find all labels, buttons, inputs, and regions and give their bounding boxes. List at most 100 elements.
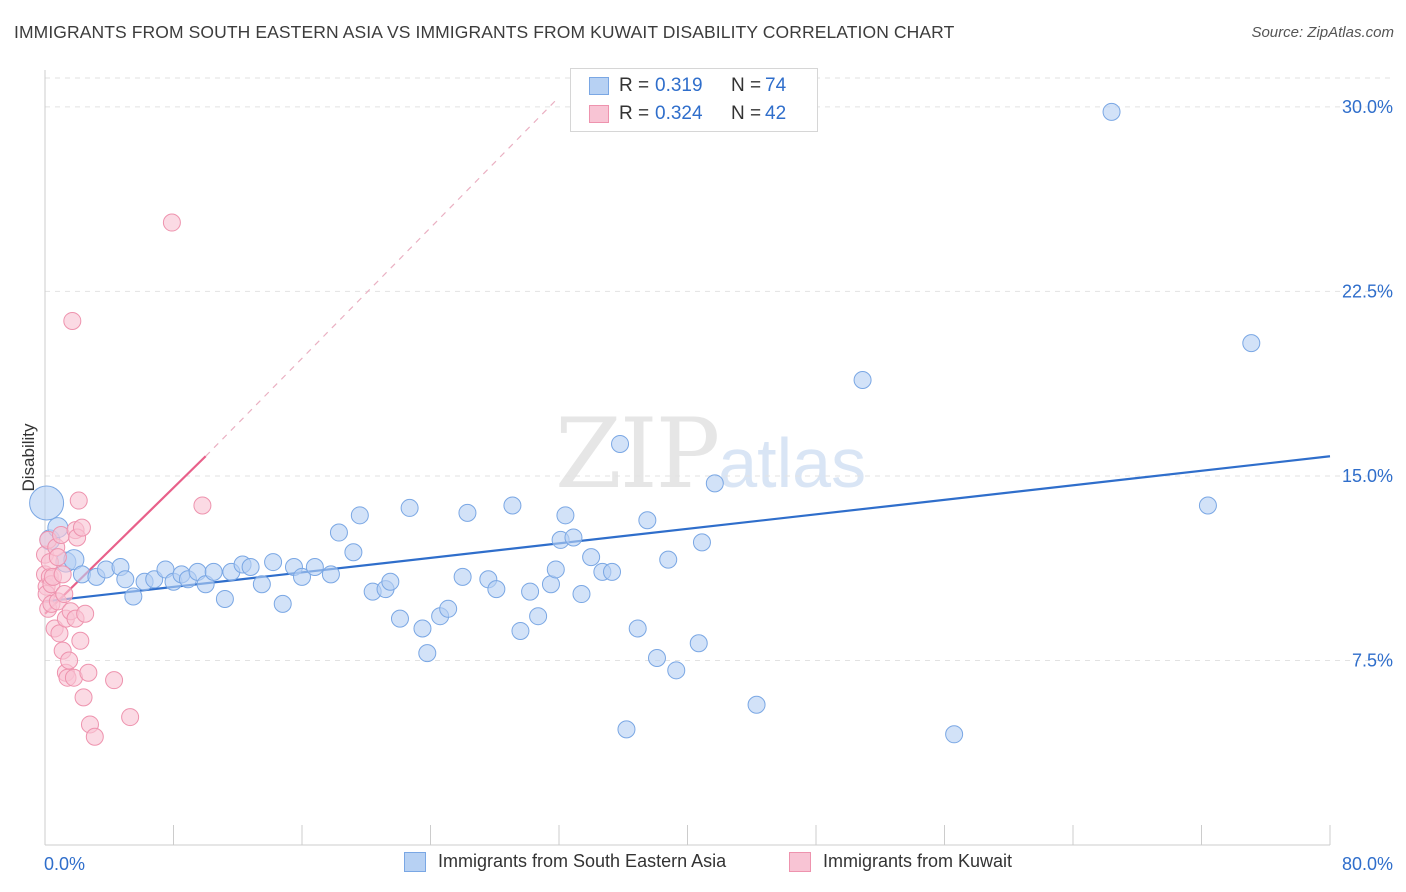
data-point-south-eastern-asia bbox=[1102, 102, 1121, 121]
data-point-kuwait bbox=[162, 213, 181, 232]
data-point-south-eastern-asia bbox=[511, 621, 530, 640]
data-point-south-eastern-asia bbox=[582, 548, 601, 567]
trend-lines bbox=[44, 96, 1331, 615]
data-point-south-eastern-asia bbox=[556, 506, 575, 525]
data-point-south-eastern-asia bbox=[617, 720, 636, 739]
x-tick-label-max: 80.0% bbox=[1342, 854, 1393, 874]
x-tick-label-min: 0.0% bbox=[44, 854, 85, 874]
correlation-legend: R = 0.319 N = 74 R = 0.324 N = 42 bbox=[570, 68, 818, 132]
data-point-south-eastern-asia bbox=[611, 434, 630, 453]
data-point-kuwait bbox=[105, 671, 124, 690]
data-point-south-eastern-asia bbox=[344, 543, 363, 562]
legend-row-kuwait: R = 0.324 N = 42 bbox=[589, 101, 837, 127]
data-point-south-eastern-asia bbox=[572, 585, 591, 604]
data-point-kuwait bbox=[121, 708, 140, 727]
y-tick-label: 30.0% bbox=[1342, 97, 1393, 117]
series-kuwait-points bbox=[36, 213, 212, 746]
trend-line-south-eastern-asia bbox=[44, 455, 1331, 603]
legend-swatch-blue bbox=[589, 77, 609, 95]
data-point-south-eastern-asia bbox=[305, 557, 324, 576]
data-point-south-eastern-asia bbox=[628, 619, 647, 638]
data-point-south-eastern-asia bbox=[692, 533, 711, 552]
data-point-kuwait bbox=[48, 548, 67, 567]
n-label: N = bbox=[731, 103, 762, 124]
data-point-kuwait bbox=[193, 496, 212, 515]
legend-item-south-eastern-asia[interactable]: Immigrants from South Eastern Asia bbox=[404, 851, 726, 872]
y-tick-label: 15.0% bbox=[1342, 466, 1393, 486]
legend-swatch-blue bbox=[404, 851, 426, 872]
data-point-kuwait bbox=[74, 688, 93, 707]
data-point-kuwait bbox=[79, 663, 98, 682]
data-point-south-eastern-asia bbox=[273, 594, 292, 613]
data-point-south-eastern-asia bbox=[747, 695, 766, 714]
data-point-south-eastern-asia bbox=[853, 371, 872, 389]
data-point-south-eastern-asia bbox=[116, 570, 135, 589]
data-point-south-eastern-asia bbox=[293, 567, 311, 586]
legend-label: Immigrants from South Eastern Asia bbox=[438, 851, 727, 871]
legend-swatch-pink bbox=[589, 105, 609, 123]
data-point-south-eastern-asia bbox=[521, 582, 540, 601]
data-point-south-eastern-asia bbox=[329, 523, 348, 542]
y-tick-label: 22.5% bbox=[1342, 281, 1393, 301]
series-legend: Immigrants from South Eastern Asia Immig… bbox=[0, 851, 1406, 877]
data-point-south-eastern-asia bbox=[458, 503, 477, 522]
data-point-south-eastern-asia bbox=[381, 572, 400, 591]
data-point-kuwait bbox=[55, 585, 74, 604]
data-point-south-eastern-asia bbox=[638, 511, 657, 530]
data-point-south-eastern-asia bbox=[564, 528, 583, 547]
r-value: 0.324 bbox=[655, 103, 703, 124]
data-point-kuwait bbox=[60, 651, 79, 670]
y-tick-label: 7.5% bbox=[1352, 650, 1393, 670]
data-point-kuwait bbox=[72, 518, 91, 537]
data-point-south-eastern-asia bbox=[689, 634, 708, 653]
data-point-kuwait bbox=[69, 491, 88, 510]
data-point-kuwait bbox=[85, 727, 104, 746]
axes bbox=[44, 70, 1331, 846]
data-point-south-eastern-asia bbox=[487, 580, 506, 599]
data-point-south-eastern-asia bbox=[321, 565, 340, 584]
tick-labels: 7.5% 15.0% 22.5% 30.0% 0.0% 80.0% Disability bbox=[19, 97, 1393, 874]
data-point-south-eastern-asia bbox=[215, 589, 234, 608]
r-label: R = bbox=[619, 103, 650, 124]
data-point-south-eastern-asia bbox=[264, 553, 283, 572]
data-point-south-eastern-asia bbox=[945, 725, 964, 744]
legend-row-south-eastern-asia: R = 0.319 N = 74 bbox=[589, 73, 837, 99]
legend-item-kuwait[interactable]: Immigrants from Kuwait bbox=[789, 851, 1012, 872]
r-label: R = bbox=[619, 75, 650, 96]
data-point-south-eastern-asia bbox=[453, 567, 472, 586]
watermark: ZIPatlas bbox=[555, 398, 866, 510]
data-point-kuwait bbox=[76, 604, 95, 623]
legend-label: Immigrants from Kuwait bbox=[823, 851, 1013, 871]
data-point-south-eastern-asia bbox=[546, 560, 565, 579]
data-point-south-eastern-asia bbox=[204, 562, 223, 581]
n-value: 42 bbox=[765, 103, 787, 124]
data-point-south-eastern-asia bbox=[529, 607, 548, 626]
data-point-kuwait bbox=[71, 631, 90, 650]
data-point-south-eastern-asia bbox=[241, 557, 260, 576]
data-point-south-eastern-asia bbox=[350, 506, 369, 525]
series-south-eastern-asia-points bbox=[29, 102, 1261, 744]
legend-swatch-pink bbox=[789, 851, 811, 872]
data-point-south-eastern-asia bbox=[659, 550, 678, 569]
n-label: N = bbox=[731, 75, 762, 96]
data-point-south-eastern-asia bbox=[124, 587, 143, 606]
data-point-south-eastern-asia bbox=[439, 599, 458, 618]
data-point-kuwait bbox=[63, 311, 82, 330]
data-point-south-eastern-asia bbox=[400, 498, 419, 517]
data-point-kuwait bbox=[53, 565, 72, 584]
watermark-zip: ZIP bbox=[555, 398, 720, 510]
trend-line-kuwait-extension bbox=[205, 96, 560, 457]
data-point-south-eastern-asia bbox=[705, 474, 724, 493]
trend-line-kuwait bbox=[44, 455, 207, 615]
source-label: Source: ZipAtlas.com bbox=[1251, 24, 1394, 41]
data-point-south-eastern-asia bbox=[1242, 334, 1261, 353]
data-point-south-eastern-asia bbox=[418, 644, 437, 663]
data-point-south-eastern-asia bbox=[603, 562, 622, 581]
data-point-south-eastern-asia bbox=[667, 661, 686, 680]
data-point-south-eastern-asia bbox=[503, 496, 522, 515]
watermark-atlas: atlas bbox=[718, 424, 867, 502]
data-point-south-eastern-asia bbox=[413, 619, 432, 638]
data-point-south-eastern-asia bbox=[1198, 496, 1217, 515]
data-point-south-eastern-asia bbox=[29, 485, 65, 521]
